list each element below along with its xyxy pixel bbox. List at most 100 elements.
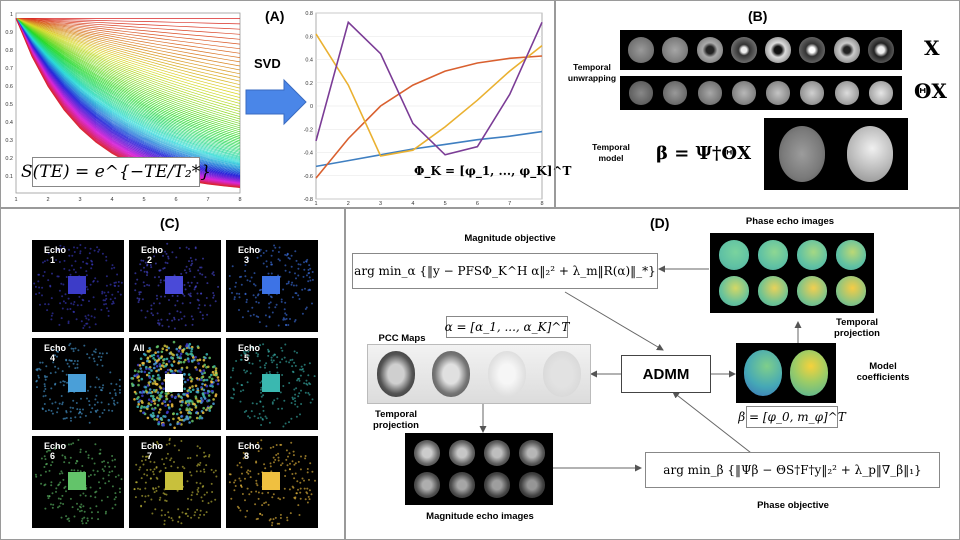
sample-point — [141, 394, 144, 398]
sample-point — [170, 395, 174, 398]
sample-point — [193, 358, 196, 362]
sample-point — [119, 388, 121, 391]
sample-point — [111, 507, 114, 510]
sample-point — [228, 275, 231, 277]
sample-point — [61, 403, 64, 406]
sample-point — [100, 499, 103, 502]
sample-point — [253, 272, 256, 275]
sample-point — [60, 282, 63, 285]
sample-point — [88, 300, 90, 303]
sample-point — [246, 487, 249, 490]
sample-point — [156, 377, 159, 380]
sample-point — [107, 314, 110, 317]
sample-point — [38, 367, 41, 370]
sample-point — [111, 302, 114, 305]
sample-point — [64, 293, 67, 296]
sample-point — [234, 285, 237, 288]
echo-title: Echo — [44, 343, 67, 353]
sample-point — [228, 287, 231, 290]
decay-curve — [15, 18, 241, 98]
sample-point — [308, 272, 311, 274]
sample-point — [276, 397, 279, 400]
beta-definition: β = [φ_0, m_φ]^T — [738, 406, 846, 428]
sample-point — [114, 492, 117, 495]
sample-point — [199, 470, 202, 473]
sample-point — [141, 298, 144, 301]
sample-point — [137, 301, 140, 304]
decay-curve — [15, 18, 241, 181]
sampling-pattern — [229, 343, 316, 428]
sample-point — [276, 356, 279, 359]
sample-point — [249, 280, 252, 283]
sample-point — [162, 400, 166, 403]
sample-point — [183, 372, 186, 376]
sample-point — [91, 260, 93, 263]
sample-point — [130, 377, 133, 380]
sample-point — [176, 489, 179, 492]
sampling-pattern — [130, 340, 220, 430]
decay-curve — [15, 18, 241, 170]
sample-point — [160, 509, 163, 512]
sample-point — [47, 497, 50, 500]
sample-point — [257, 491, 260, 494]
sample-point — [174, 304, 177, 307]
decay-curve — [15, 18, 241, 169]
sample-point — [295, 284, 298, 287]
sample-point — [36, 386, 38, 389]
sample-point — [156, 403, 160, 407]
sample-point — [296, 379, 299, 382]
sample-point — [308, 393, 311, 396]
sample-point — [79, 494, 82, 497]
sample-point — [285, 313, 288, 316]
sample-point — [268, 315, 271, 318]
sample-point — [183, 315, 186, 318]
sample-point — [180, 415, 183, 418]
sample-point — [269, 465, 272, 468]
sample-point — [55, 487, 58, 490]
decay-curve — [15, 18, 241, 180]
sample-point — [305, 260, 308, 263]
sample-point — [105, 294, 107, 297]
sample-point — [161, 364, 164, 367]
sample-point — [113, 498, 116, 501]
sample-point — [79, 451, 82, 454]
sample-point — [154, 262, 157, 265]
sample-point — [150, 414, 153, 418]
decay-curve — [15, 18, 241, 149]
sample-point — [79, 510, 81, 513]
x-tick-label: 6 — [476, 201, 479, 205]
sample-point — [153, 398, 156, 401]
sample-point — [197, 487, 200, 489]
sample-point — [199, 447, 201, 450]
sample-point — [188, 421, 191, 424]
sample-point — [114, 394, 117, 397]
sample-point — [197, 307, 200, 310]
sample-point — [311, 271, 314, 273]
y-tick-label: 0.6 — [305, 34, 313, 40]
sample-point — [148, 367, 151, 371]
sample-point — [205, 408, 208, 412]
sample-point — [174, 395, 177, 399]
sample-point — [118, 391, 121, 394]
sample-point — [171, 519, 174, 522]
sample-point — [87, 475, 90, 478]
sample-point — [68, 248, 70, 251]
sample-point — [203, 513, 206, 516]
sample-point — [183, 269, 186, 272]
sample-point — [115, 281, 117, 284]
echo-number: 2 — [147, 255, 153, 265]
model-coefficient-map — [744, 350, 782, 396]
sample-point — [59, 502, 62, 505]
sample-point — [99, 452, 102, 455]
sample-point — [173, 318, 176, 321]
sample-point — [278, 259, 281, 262]
decay-curve — [15, 18, 241, 162]
sample-point — [311, 398, 314, 401]
sample-point — [183, 294, 186, 297]
sample-point — [76, 502, 78, 505]
phase-echo — [835, 276, 866, 306]
sample-point — [309, 289, 311, 291]
sample-point — [76, 366, 79, 369]
sample-point — [51, 492, 54, 495]
